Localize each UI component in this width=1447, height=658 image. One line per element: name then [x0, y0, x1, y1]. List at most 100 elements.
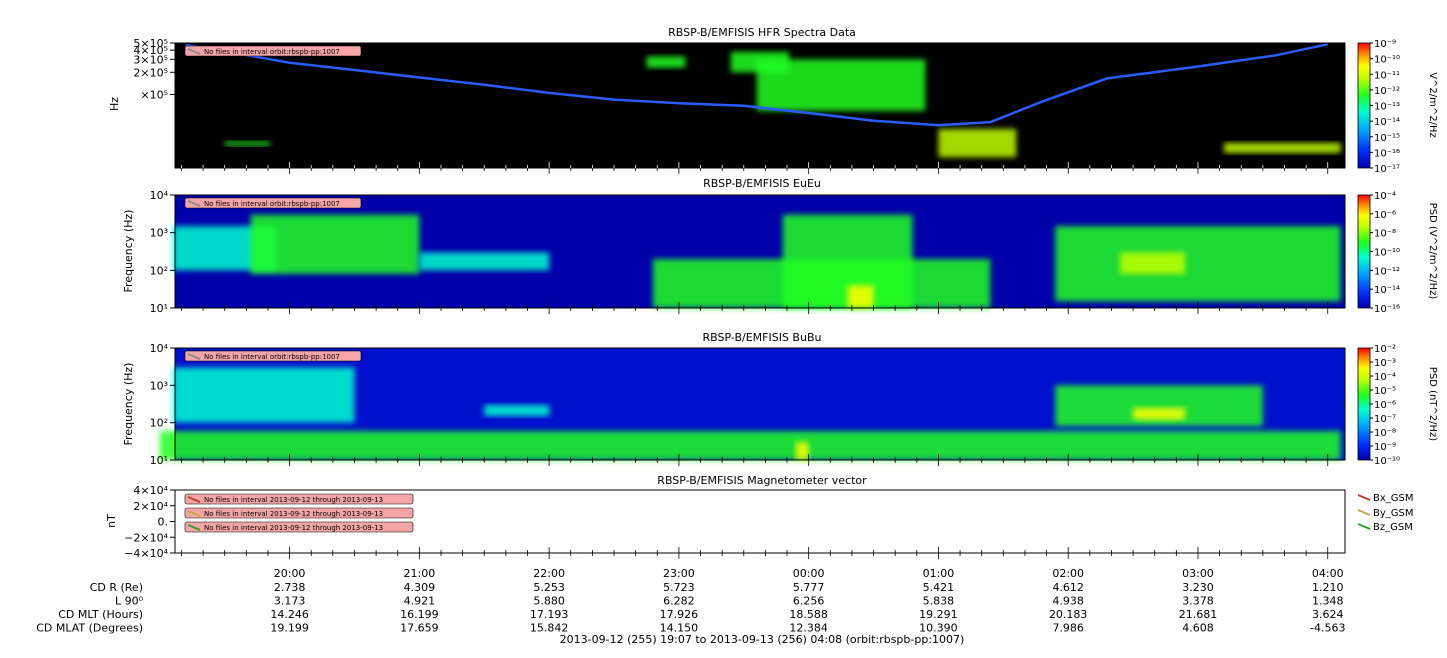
ephemeris-value: 1.210	[1312, 581, 1344, 594]
bubu-colorbar-tick-label: 10⁻⁴	[1374, 372, 1396, 383]
ephemeris-row-label: CD MLAT (Degrees)	[36, 622, 143, 635]
mag-y-tick-label: 2×10⁴	[133, 500, 168, 513]
hfr-emission-patch	[646, 56, 686, 68]
ephemeris-value: 3.378	[1182, 595, 1214, 608]
bubu-emission-patch	[159, 430, 1341, 460]
mag-y-tick-label: −2×10⁴	[124, 531, 168, 544]
ephemeris-value: 14.150	[660, 622, 699, 635]
mag-note-3: No files in interval 2013-09-12 through …	[184, 521, 414, 533]
mag-legend: Bx_GSM By_GSM Bz_GSM	[1357, 493, 1414, 533]
mag-ylabel: nT	[105, 514, 118, 528]
legend-bz-label: Bz_GSM	[1373, 522, 1413, 533]
eueu-colorbar-gradient	[1357, 194, 1371, 309]
eueu-colorbar: 10⁻⁴ 10⁻⁶ 10⁻⁸ 10⁻¹⁰ 10⁻¹² 10⁻¹⁴ 10⁻¹⁶	[1357, 191, 1400, 315]
hfr-colorbar-tick-label: 10⁻¹¹	[1374, 70, 1400, 81]
mag-title: RBSP-B/EMFISIS Magnetometer vector	[657, 474, 867, 487]
ephemeris-value: 5.723	[663, 581, 695, 594]
ephemeris-value: 4.921	[404, 595, 436, 608]
mag-panel: RBSP-B/EMFISIS Magnetometer vector 4×10⁴…	[105, 474, 1414, 560]
bubu-spectrogram	[159, 347, 1346, 461]
time-tick-label: 02:00	[1052, 567, 1084, 580]
eueu-colorbar-tick-label: 10⁻¹⁰	[1374, 248, 1400, 259]
bubu-colorbar-tick-label: 10⁻¹⁰	[1374, 456, 1400, 467]
bubu-colorbar-tick-label: 10⁻⁵	[1374, 386, 1396, 397]
hfr-colorbar-tick-label: 10⁻¹³	[1374, 102, 1400, 113]
time-axis-ticks	[181, 162, 1329, 559]
hfr-y-tick-label: ×10⁵	[140, 88, 168, 101]
hfr-emission-patch	[938, 128, 1017, 158]
hfr-no-files-note: No files in interval orbit:rbspb-pp:1007	[184, 45, 362, 57]
hfr-colorbar-tick-label: 10⁻¹⁵	[1374, 133, 1400, 144]
hfr-colorbar-label: V^2/m^2/Hz	[1427, 72, 1438, 138]
ephemeris-value: 5.421	[923, 581, 955, 594]
legend-by-label: By_GSM	[1373, 508, 1414, 519]
hfr-colorbar-gradient	[1357, 42, 1371, 169]
hfr-colorbar-tick-label: 10⁻¹⁷	[1374, 164, 1400, 175]
ephemeris-value: 1.348	[1312, 595, 1344, 608]
hfr-colorbar: 10⁻⁹ 10⁻¹⁰ 10⁻¹¹ 10⁻¹² 10⁻¹³ 10⁻¹⁴ 10⁻¹⁵ 10⁻¹⁶ 1…	[1357, 39, 1400, 175]
eueu-colorbar-tick-label: 10⁻¹⁴	[1374, 285, 1400, 296]
eueu-frame	[174, 194, 1346, 309]
bubu-colorbar-tick-label: 10⁻⁶	[1374, 400, 1396, 411]
ephemeris-value: 18.588	[789, 608, 828, 621]
time-axis-labels: 20:00 21:00 22:00 23:00 00:00 01:00 02:00 03:00…	[274, 567, 1344, 580]
eueu-colorbar-tick-label: 10⁻⁶	[1374, 210, 1396, 221]
bubu-colorbar-tick-label: 10⁻⁸	[1374, 428, 1396, 439]
ephemeris-value: 19.291	[919, 608, 958, 621]
footer-interval: 2013-09-12 (255) 19:07 to 2013-09-13 (25…	[560, 633, 965, 646]
eueu-y-tick-label: 10¹	[150, 302, 168, 315]
ephemeris-value: 5.253	[533, 581, 565, 594]
ephemeris-value: -4.563	[1310, 622, 1345, 635]
bubu-ylabel: Frequency (Hz)	[122, 363, 135, 446]
eueu-colorbar-label: PSD (V^2/m^2/Hz)	[1427, 203, 1438, 300]
legend-bx: Bx_GSM	[1357, 493, 1414, 504]
bubu-colorbar: 10⁻² 10⁻³ 10⁻⁴ 10⁻⁵ 10⁻⁶ 10⁻⁷ 10⁻⁸ 10⁻⁹ 10⁻¹⁰	[1357, 344, 1400, 467]
bubu-emission-patch	[1133, 407, 1185, 420]
ephemeris-value: 20.183	[1049, 608, 1088, 621]
hfr-emission-patch	[730, 51, 790, 73]
eueu-y-axis: 10⁴ 10³ 10² 10¹	[150, 189, 175, 315]
ephemeris-value: 6.282	[663, 595, 695, 608]
ephemeris-row-label: CD MLT (Hours)	[58, 608, 143, 621]
eueu-spectrogram	[172, 194, 1346, 309]
hfr-colorbar-tick-label: 10⁻¹⁴	[1374, 117, 1400, 128]
eueu-emission-patch	[250, 214, 420, 274]
bubu-y-tick-label: 10⁴	[150, 342, 169, 355]
eueu-emission-patch	[847, 285, 874, 308]
ephemeris-value: 16.199	[400, 608, 439, 621]
bubu-note-text: No files in interval orbit:rbspb-pp:1007	[204, 353, 340, 361]
ephemeris-value: 7.986	[1052, 622, 1084, 635]
eueu-panel: RBSP-B/EMFISIS EuEu 10⁴ 10³ 10² 10¹ Frequen…	[122, 177, 1438, 315]
ephemeris-value: 4.938	[1052, 595, 1084, 608]
bubu-y-tick-label: 10³	[150, 379, 168, 392]
hfr-plasma-cutoff-line	[185, 43, 1328, 127]
mag-note-3-text: No files in interval 2013-09-12 through …	[204, 524, 383, 532]
ephemeris-value: 5.777	[793, 581, 825, 594]
bubu-colorbar-tick-label: 10⁻²	[1374, 344, 1396, 355]
hfr-ylabel: Hz	[108, 97, 121, 111]
eueu-colorbar-tick-label: 10⁻¹⁶	[1374, 304, 1400, 315]
time-tick-label: 21:00	[404, 567, 436, 580]
time-tick-label: 03:00	[1182, 567, 1214, 580]
mag-note-2-text: No files in interval 2013-09-12 through …	[204, 510, 383, 518]
mag-note-1: No files in interval 2013-09-12 through …	[184, 493, 414, 505]
hfr-colorbar-tick-label: 10⁻¹⁰	[1374, 55, 1400, 66]
bubu-y-tick-label: 10¹	[150, 454, 168, 467]
eueu-emission-patch	[419, 252, 550, 271]
bubu-emission-patch	[484, 404, 550, 417]
legend-bx-label: Bx_GSM	[1373, 493, 1414, 504]
time-tick-label: 01:00	[923, 567, 955, 580]
bubu-title: RBSP-B/EMFISIS BuBu	[703, 331, 822, 344]
ephemeris-row-label: CD R (Re)	[90, 581, 143, 594]
eueu-colorbar-tick-label: 10⁻¹²	[1374, 266, 1400, 277]
eueu-colorbar-tick-label: 10⁻⁴	[1374, 191, 1396, 202]
legend-bz: Bz_GSM	[1357, 522, 1413, 533]
ephemeris-value: 17.659	[400, 622, 439, 635]
eueu-y-tick-label: 10⁴	[150, 189, 169, 202]
bubu-colorbar-tick-label: 10⁻⁷	[1374, 414, 1396, 425]
time-tick-label: 00:00	[793, 567, 825, 580]
ephemeris-value: 14.246	[270, 608, 309, 621]
hfr-frame	[174, 42, 1346, 169]
eueu-y-tick-label: 10³	[150, 227, 168, 240]
